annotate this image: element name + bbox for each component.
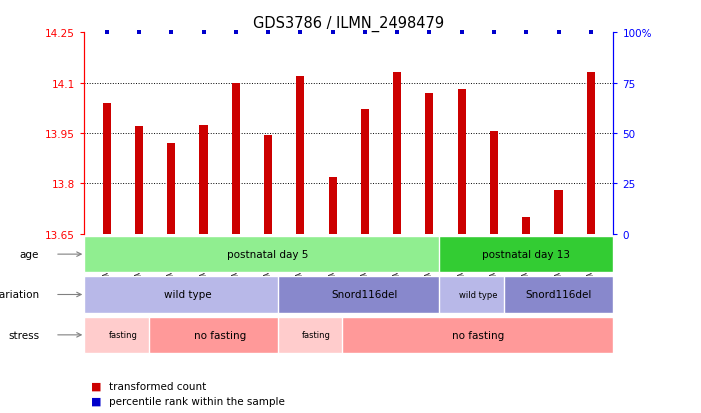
Bar	[490, 132, 498, 234]
Text: percentile rank within the sample: percentile rank within the sample	[109, 396, 285, 406]
Bar	[168, 144, 175, 234]
Bar	[393, 73, 401, 234]
Text: wild type: wild type	[458, 290, 497, 299]
Text: ■: ■	[91, 381, 102, 391]
Text: wild type: wild type	[163, 290, 211, 300]
Bar	[232, 83, 240, 234]
Bar	[439, 236, 613, 273]
Text: genotype/variation: genotype/variation	[0, 290, 39, 300]
Bar	[503, 277, 613, 313]
Text: age: age	[20, 249, 39, 259]
Bar	[278, 277, 452, 313]
Bar	[361, 110, 369, 234]
Title: GDS3786 / ILMN_2498479: GDS3786 / ILMN_2498479	[253, 16, 444, 32]
Text: stress: stress	[8, 330, 39, 340]
Text: no fasting: no fasting	[193, 330, 246, 340]
Text: no fasting: no fasting	[451, 330, 504, 340]
Text: postnatal day 13: postnatal day 13	[482, 249, 570, 259]
Text: transformed count: transformed count	[109, 381, 206, 391]
Text: fasting: fasting	[109, 330, 137, 339]
Bar	[297, 77, 304, 234]
Bar	[522, 218, 530, 234]
Bar	[84, 277, 291, 313]
Bar	[278, 317, 355, 353]
Bar	[102, 104, 111, 234]
Bar	[458, 90, 465, 234]
Bar	[149, 317, 291, 353]
Text: fasting: fasting	[302, 330, 331, 339]
Text: Snord116del: Snord116del	[525, 290, 592, 300]
Text: postnatal day 5: postnatal day 5	[227, 249, 308, 259]
Bar	[554, 191, 562, 234]
Bar	[329, 177, 336, 234]
Bar	[439, 277, 517, 313]
Bar	[426, 93, 433, 234]
Bar	[264, 135, 272, 234]
Bar	[135, 127, 143, 234]
Bar	[200, 125, 207, 234]
Text: ■: ■	[91, 396, 102, 406]
Bar	[84, 317, 161, 353]
Text: Snord116del: Snord116del	[332, 290, 398, 300]
Bar	[84, 236, 452, 273]
Bar	[342, 317, 613, 353]
Bar	[587, 73, 595, 234]
